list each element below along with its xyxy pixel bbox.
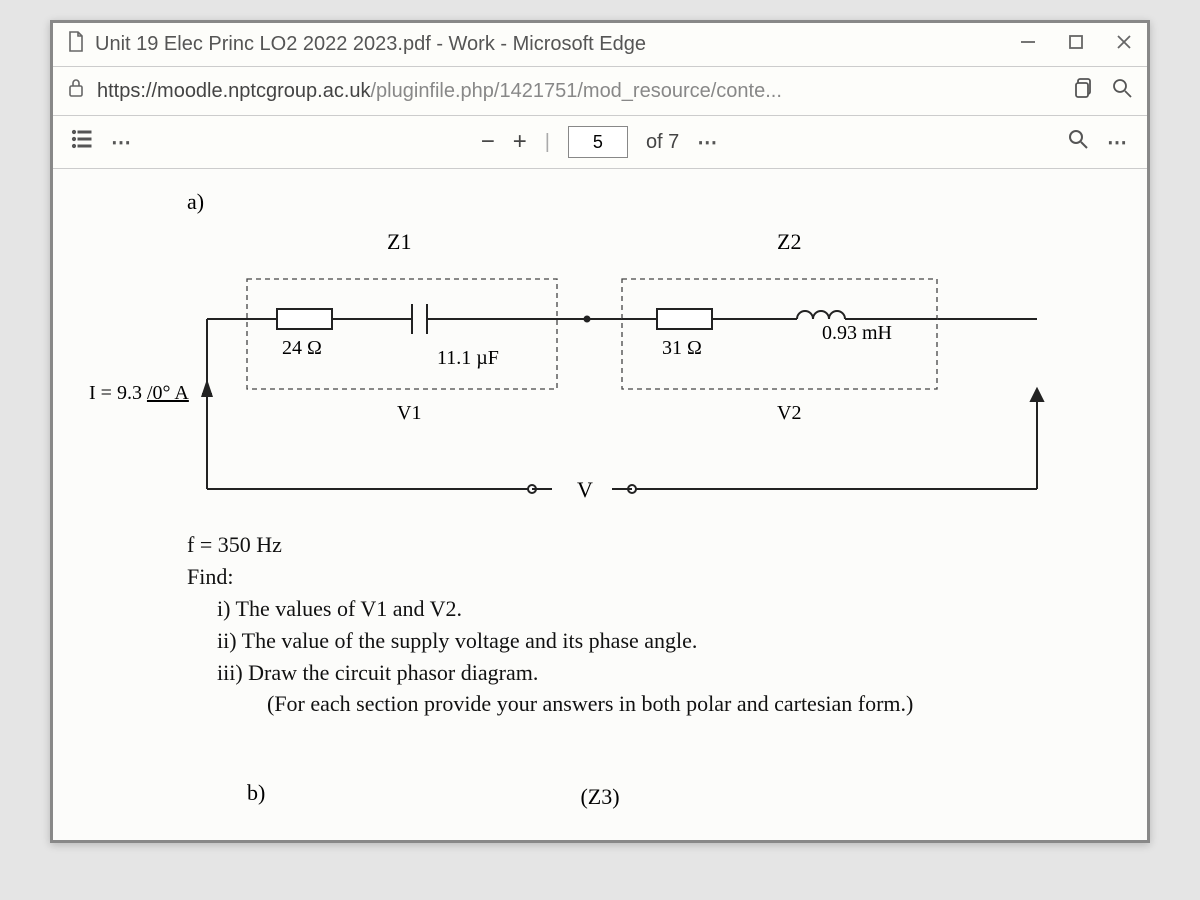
z1-label: Z1	[387, 229, 411, 254]
v2-label: V2	[777, 402, 801, 424]
current-angle: /0° A	[147, 382, 189, 404]
question-iii: iii) Draw the circuit phasor diagram.	[217, 657, 1123, 689]
z3-label: (Z3)	[580, 784, 619, 809]
v1-label: V1	[397, 402, 421, 424]
page-number-input[interactable]	[568, 126, 628, 158]
address-zoom-icon[interactable]	[1111, 77, 1133, 105]
url-path[interactable]: /pluginfile.php/1421751/mod_resource/con…	[371, 80, 782, 103]
l1-label: 0.93 mH	[822, 322, 892, 344]
v-label: V	[577, 477, 593, 502]
window-title: Unit 19 Elec Princ LO2 2022 2023.pdf - W…	[95, 33, 646, 56]
page-of-label: of 7	[646, 131, 679, 154]
zoom-in-button[interactable]: +	[513, 128, 527, 156]
url-host[interactable]: https://moodle.nptcgroup.ac.uk	[97, 80, 371, 103]
part-a-label: a)	[187, 189, 204, 214]
zoom-out-button[interactable]: −	[481, 128, 495, 156]
close-button[interactable]	[1115, 33, 1133, 56]
svg-text:I = 9.3 /0° A: I = 9.3 /0° A	[89, 382, 189, 404]
toolbar-more-left[interactable]: ⋯	[111, 130, 133, 155]
frequency-line: f = 350 Hz	[187, 529, 1123, 561]
minimize-button[interactable]	[1019, 33, 1037, 56]
toolbar-more-right[interactable]: ⋯	[1107, 130, 1129, 155]
toolbar-more-center[interactable]: ⋯	[697, 130, 719, 155]
lock-icon	[67, 78, 97, 104]
r1-label: 24 Ω	[282, 337, 322, 359]
r2-label: 31 Ω	[662, 337, 702, 359]
maximize-button[interactable]	[1067, 33, 1085, 56]
question-note: (For each section provide your answers i…	[267, 688, 1123, 720]
find-line: Find:	[187, 561, 1123, 593]
question-i: i) The values of V1 and V2.	[217, 593, 1123, 625]
question-ii: ii) The value of the supply voltage and …	[217, 625, 1123, 657]
z2-label: Z2	[777, 229, 801, 254]
document-icon	[67, 31, 95, 58]
search-icon[interactable]	[1067, 128, 1089, 156]
toolbar-separator: |	[545, 131, 550, 154]
table-of-contents-icon[interactable]	[71, 128, 93, 156]
circuit-diagram: Z1 Z2 24 Ω 11.1 µF V1	[77, 219, 1077, 509]
current-label: I = 9.3	[89, 382, 147, 404]
part-b-label: b)	[247, 780, 265, 805]
copy-link-button[interactable]	[1073, 77, 1095, 105]
c1-label: 11.1 µF	[437, 347, 499, 369]
